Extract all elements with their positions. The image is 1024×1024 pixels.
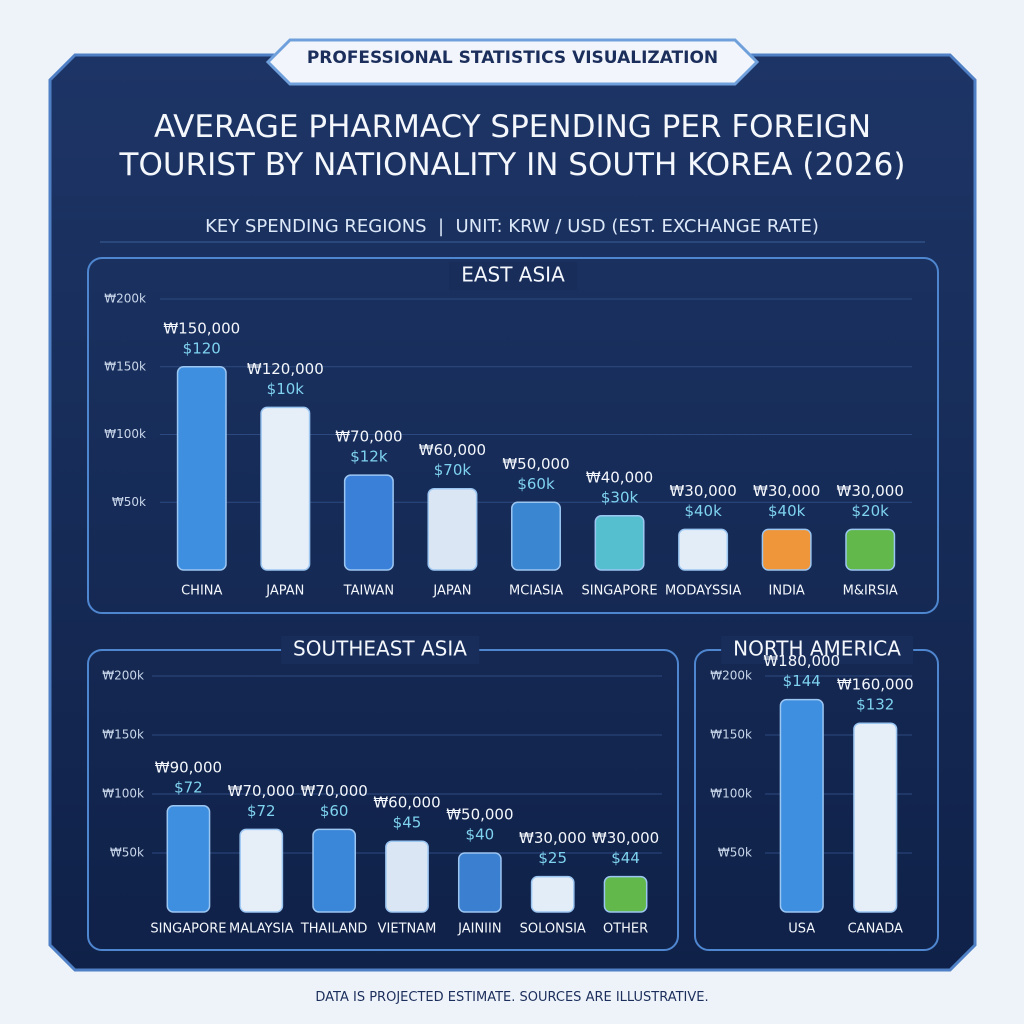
x-tick-label: MODAYSSIA — [665, 584, 741, 599]
usd-label: $132 — [856, 696, 894, 714]
x-tick-label: MALAYSIA — [229, 922, 294, 937]
bar — [260, 406, 311, 571]
value-label: ₩30,000 — [592, 829, 659, 847]
bar — [343, 474, 394, 571]
bar — [166, 805, 211, 913]
usd-label: $12k — [350, 448, 388, 466]
usd-label: $10k — [267, 380, 305, 398]
value-label: ₩30,000 — [519, 829, 586, 847]
y-tick-label: ₩50k — [112, 495, 146, 509]
y-tick-label: ₩150k — [710, 728, 752, 742]
footer: DATA IS PROJECTED ESTIMATE. SOURCES ARE … — [315, 990, 709, 1005]
usd-label: $40k — [684, 502, 722, 520]
badge-shape — [265, 38, 760, 86]
y-tick-label: ₩50k — [718, 846, 752, 860]
value-label: ₩70,000 — [300, 782, 367, 800]
badge: PROFESSIONAL STATISTICS VISUALIZATION — [306, 48, 719, 68]
bar — [312, 828, 357, 913]
x-tick-label: SINGAPORE — [150, 922, 226, 937]
value-label: ₩180,000 — [763, 652, 840, 670]
value-label: ₩40,000 — [586, 468, 653, 486]
usd-label: $70k — [434, 461, 472, 479]
value-label: ₩30,000 — [837, 482, 904, 500]
x-tick-label: TAIWAN — [343, 584, 394, 599]
value-label: ₩30,000 — [669, 482, 736, 500]
usd-label: $44 — [611, 849, 640, 867]
bar — [511, 501, 561, 571]
bar — [530, 875, 575, 913]
value-label: ₩50,000 — [502, 455, 569, 473]
value-label: ₩70,000 — [335, 428, 402, 446]
usd-label: $144 — [783, 672, 821, 690]
value-label: ₩90,000 — [155, 758, 222, 776]
x-tick-label: USA — [788, 922, 815, 937]
bar — [779, 698, 824, 913]
x-tick-label: INDIA — [769, 584, 805, 599]
bar — [239, 828, 284, 913]
y-tick-label: ₩100k — [102, 787, 144, 801]
x-tick-label: JAPAN — [432, 584, 471, 599]
usd-label: $30k — [601, 488, 639, 506]
usd-label: $20k — [852, 502, 890, 520]
value-label: ₩60,000 — [419, 441, 486, 459]
x-tick-label: MCIASIA — [509, 584, 563, 599]
value-label: ₩150,000 — [163, 319, 240, 337]
y-tick-label: ₩200k — [104, 292, 146, 306]
x-tick-label: JAPAN — [265, 584, 304, 599]
value-label: ₩50,000 — [446, 806, 513, 824]
x-tick-label: THAILAND — [300, 922, 368, 937]
panel-east-asia — [87, 257, 939, 614]
usd-label: $72 — [247, 802, 276, 820]
value-label: ₩70,000 — [228, 782, 295, 800]
bar — [603, 875, 648, 913]
y-tick-label: ₩150k — [102, 728, 144, 742]
usd-label: $25 — [538, 849, 567, 867]
x-tick-label: SOLONSIA — [520, 922, 586, 937]
usd-label: $60k — [517, 475, 555, 493]
chart-title: SOUTHEAST ASIA — [293, 637, 467, 661]
x-tick-label: OTHER — [603, 922, 648, 937]
bar — [176, 366, 227, 571]
title-backdrop — [721, 636, 914, 664]
title-backdrop — [449, 262, 578, 290]
bar — [678, 528, 729, 571]
usd-label: $60 — [320, 802, 349, 820]
y-tick-label: ₩100k — [710, 787, 752, 801]
bar — [457, 852, 502, 913]
title-backdrop — [281, 636, 480, 664]
chart-title: EAST ASIA — [461, 263, 565, 287]
x-tick-label: CANADA — [848, 922, 903, 937]
x-tick-label: VIETNAM — [378, 922, 437, 937]
x-tick-label: JAINIIN — [457, 922, 501, 937]
bar — [761, 528, 812, 571]
usd-label: $40 — [466, 826, 495, 844]
value-label: ₩30,000 — [753, 482, 820, 500]
title: AVERAGE PHARMACY SPENDING PER FOREIGN TO… — [119, 109, 906, 183]
x-tick-label: CHINA — [181, 584, 222, 599]
y-tick-label: ₩150k — [104, 359, 146, 373]
bar — [845, 528, 896, 571]
bar — [853, 722, 898, 913]
usd-label: $120 — [183, 339, 221, 357]
usd-label: $40k — [768, 502, 806, 520]
bar — [594, 515, 645, 571]
bar — [385, 840, 429, 913]
chart-title: NORTH AMERICA — [733, 637, 901, 661]
y-tick-label: ₩200k — [710, 669, 752, 683]
x-tick-label: SINGAPORE — [582, 584, 658, 599]
subtitle: KEY SPENDING REGIONS | UNIT: KRW / USD (… — [205, 216, 819, 237]
value-label: ₩160,000 — [837, 676, 914, 694]
bar — [427, 487, 478, 571]
y-tick-label: ₩100k — [104, 427, 146, 441]
x-tick-label: M&IRSIA — [843, 584, 898, 599]
value-label: ₩120,000 — [247, 360, 324, 378]
usd-label: $72 — [174, 778, 203, 796]
usd-label: $45 — [393, 814, 422, 832]
value-label: ₩60,000 — [373, 794, 440, 812]
y-tick-label: ₩200k — [102, 669, 144, 683]
y-tick-label: ₩50k — [110, 846, 144, 860]
